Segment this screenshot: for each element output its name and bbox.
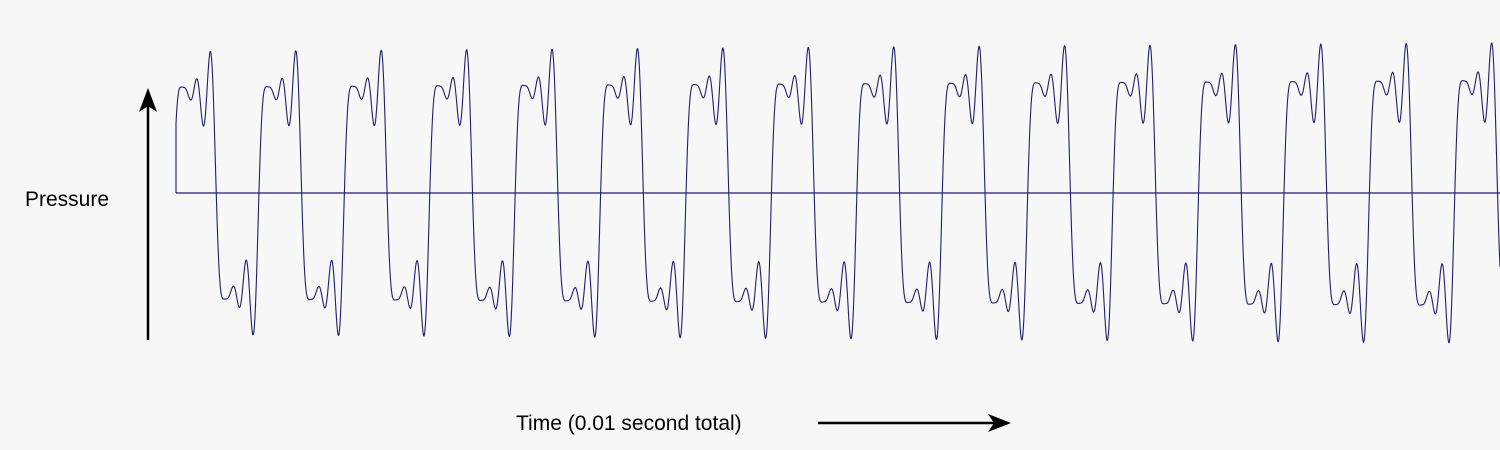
x-axis-arrow: [818, 414, 1011, 432]
y-axis-arrow: [139, 88, 157, 340]
x-axis-label: Time (0.01 second total): [516, 412, 742, 435]
pressure-waveform: [175, 42, 1500, 344]
y-axis-label: Pressure: [25, 188, 109, 211]
